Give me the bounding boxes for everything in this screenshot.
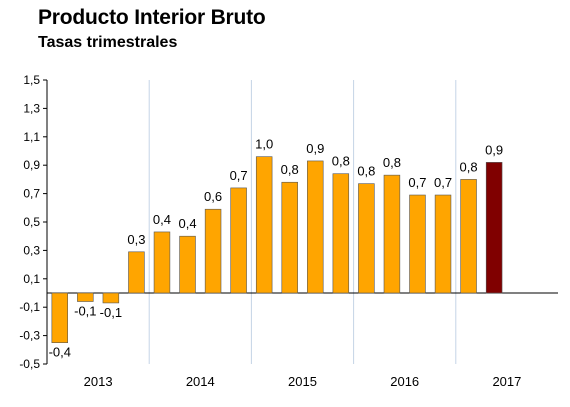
- data-label: 0,8: [460, 159, 478, 174]
- y-tick-label: 1,5: [23, 73, 40, 87]
- data-label: 0,7: [434, 175, 452, 190]
- y-tick-label: 0,7: [23, 187, 40, 201]
- y-tick-label: 0,5: [23, 215, 40, 229]
- bar: [281, 181, 298, 294]
- y-tick-label: 1,1: [23, 130, 40, 144]
- bar: [230, 187, 247, 294]
- chart-subtitle: Tasas trimestrales: [38, 34, 178, 51]
- chart-title: Producto Interior Bruto: [38, 6, 266, 29]
- bar: [77, 292, 94, 302]
- y-tick-label: -0,3: [19, 329, 40, 343]
- data-label: 0,8: [383, 155, 401, 170]
- y-tick-label: -0,5: [19, 357, 40, 371]
- bar: [204, 208, 222, 294]
- data-label: 1,0: [255, 137, 273, 152]
- bar: [255, 156, 273, 294]
- data-label: 0,7: [230, 168, 248, 183]
- bar: [434, 194, 452, 294]
- bar: [128, 251, 145, 294]
- data-label: 0,7: [408, 175, 426, 190]
- data-label: 0,4: [178, 216, 196, 231]
- data-label: 0,8: [332, 154, 350, 169]
- y-tick-label: 0,3: [23, 243, 40, 257]
- bar: [409, 194, 426, 294]
- bar: [332, 173, 350, 294]
- data-label: 0,9: [306, 141, 324, 156]
- data-label: -0,4: [49, 345, 71, 360]
- bar: [153, 231, 171, 294]
- bar: [460, 179, 477, 294]
- data-label: -0,1: [100, 305, 122, 320]
- data-label: 0,6: [204, 189, 222, 204]
- y-tick-label: 0,9: [23, 158, 40, 172]
- bar: [307, 160, 324, 294]
- bar: [383, 174, 401, 294]
- data-label: 0,3: [127, 232, 145, 247]
- y-tick-label: -0,1: [19, 300, 40, 314]
- bar: [179, 235, 196, 294]
- data-label: 0,8: [281, 162, 299, 177]
- data-label: 0,8: [357, 164, 375, 179]
- data-label: 0,4: [153, 212, 171, 227]
- bar: [102, 292, 120, 304]
- bar: [358, 183, 375, 294]
- x-tick-label-year: 2015: [288, 374, 317, 389]
- data-label: 0,9: [485, 142, 503, 157]
- y-tick-label: 0,1: [23, 272, 40, 286]
- x-tick-label-year: 2016: [390, 374, 419, 389]
- y-tick-label: 1,3: [23, 101, 40, 115]
- x-tick-label-year: 2014: [186, 374, 215, 389]
- x-tick-label-year: 2017: [492, 374, 521, 389]
- bar-highlight: [485, 162, 503, 294]
- x-tick-label-year: 2013: [84, 374, 113, 389]
- data-label: -0,1: [74, 304, 96, 319]
- bar: [51, 292, 68, 344]
